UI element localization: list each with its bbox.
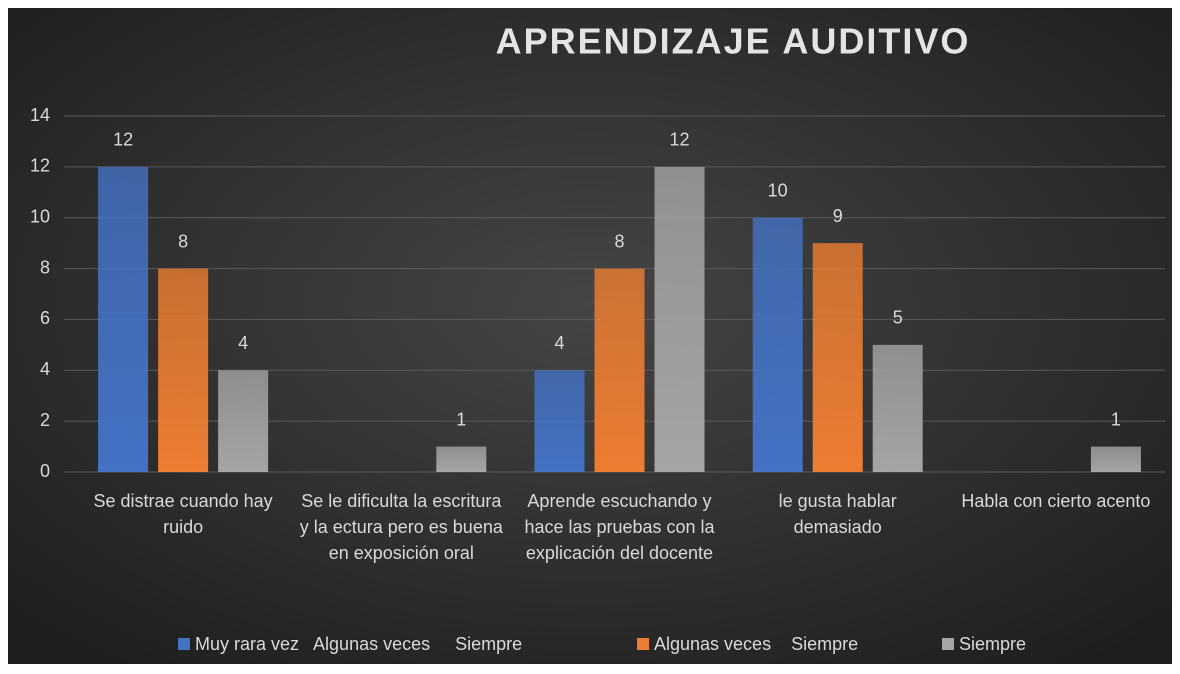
x-tick-label: Se le dificulta la escritura y la ectura…: [299, 491, 503, 563]
x-tick-label: le gusta hablar demasiado: [778, 491, 897, 537]
y-tick-label: 10: [30, 206, 50, 226]
y-tick-label: 4: [40, 359, 50, 379]
data-label: 10: [768, 180, 788, 200]
y-tick-label: 6: [40, 308, 50, 328]
legend-label: Muy rara vez Algunas veces Siempre: [195, 634, 522, 654]
bar: [872, 344, 923, 472]
y-tick-label: 2: [40, 410, 50, 430]
data-label: 12: [113, 130, 133, 150]
bar: [218, 370, 269, 472]
legend-label: Algunas veces Siempre: [654, 634, 858, 654]
bar: [812, 243, 863, 472]
y-tick-label: 12: [30, 156, 50, 176]
legend-swatch: [637, 638, 649, 650]
chart-title: APRENDIZAJE AUDITIVO: [496, 21, 971, 62]
y-tick-label: 0: [40, 461, 50, 481]
data-label: 4: [554, 333, 564, 353]
data-label: 8: [178, 231, 188, 251]
data-label: 1: [456, 409, 466, 429]
bar: [1090, 446, 1141, 472]
legend-label: Siempre: [959, 634, 1026, 654]
data-label: 1: [1111, 409, 1121, 429]
x-tick-label: Aprende escuchando y hace las pruebas co…: [524, 491, 715, 563]
bar: [98, 166, 149, 472]
data-label: 12: [669, 130, 689, 150]
bar: [752, 217, 803, 472]
y-tick-label: 8: [40, 257, 50, 277]
bar: [436, 446, 487, 472]
legend-swatch: [178, 638, 190, 650]
x-tick-label: Habla con cierto acento: [961, 491, 1151, 511]
data-label: 4: [238, 333, 248, 353]
data-label: 9: [833, 206, 843, 226]
bar: [654, 166, 705, 472]
bar: [594, 268, 645, 472]
x-tick-label: Se distrae cuando hay ruido: [93, 491, 273, 537]
bar: [158, 268, 209, 472]
bar: [534, 370, 585, 472]
data-label: 5: [893, 308, 903, 328]
y-tick-label: 14: [30, 105, 50, 125]
data-label: 8: [614, 231, 624, 251]
legend-swatch: [942, 638, 954, 650]
